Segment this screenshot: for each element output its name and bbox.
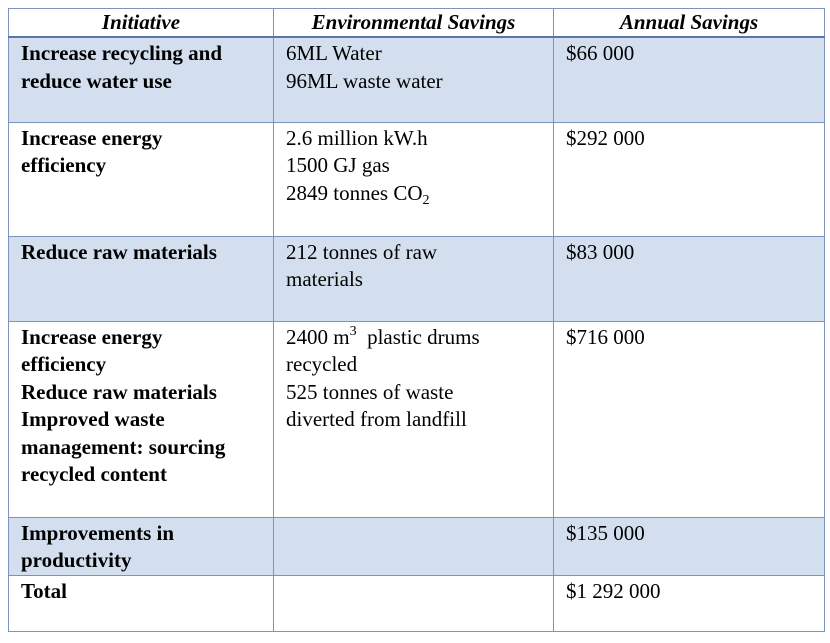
environmental-cell: 2.6 million kW.h 1500 GJ gas 2849 tonnes… [273,121,554,237]
table-row: Increase energy efficiency 2.6 million k… [8,121,825,237]
annual-cell: $135 000 [553,516,825,576]
environmental-line: 2.6 million kW.h [286,125,428,150]
table-row: Increase energy efficiency Reduce raw ma… [8,320,825,518]
environmental-cell: 6ML Water 96ML waste water [273,36,554,123]
header-row: Initiative Environmental Savings Annual … [8,8,825,38]
initiative-line: efficiency [21,153,107,177]
initiative-line: Increase recycling and [21,41,223,65]
total-label: Total [21,578,67,603]
table-row-total: Total $1 292 000 [8,574,825,632]
environmental-line: 212 tonnes of raw [286,239,438,264]
initiative-cell: Improvements in productivity [8,516,274,576]
environmental-line: 6ML Water [286,41,382,65]
initiative-cell: Increase energy efficiency [8,121,274,237]
environmental-cell-empty [273,574,554,632]
environmental-line-co2: 2849 tonnes CO2 [286,180,541,208]
initiative-line: recycled content [21,462,167,486]
initiative-line: productivity [21,548,132,572]
header-initiative: Initiative [8,8,274,38]
m3-prefix: 2400 m [286,324,350,349]
annual-cell: $292 000 [553,121,825,237]
initiative-line: Reduce raw materials [21,239,217,264]
initiative-line: management: sourcing [21,434,226,459]
initiative-cell: Reduce raw materials [8,235,274,322]
annual-cell: $716 000 [553,320,825,518]
initiative-line: Improved waste [21,407,165,431]
annual-value: $716 000 [566,324,645,349]
header-annual-savings: Annual Savings [553,8,825,38]
header-environmental-savings: Environmental Savings [273,8,554,38]
initiative-line: Increase energy [21,125,163,150]
co2-prefix: 2849 tonnes CO [286,180,423,205]
environmental-line-m3: 2400 m3 plastic drums [286,324,541,352]
initiative-line: reduce water use [21,68,172,93]
savings-table: Initiative Environmental Savings Annual … [8,8,825,632]
initiative-line: efficiency [21,352,107,376]
co2-subscript: 2 [422,192,430,208]
environmental-line: 525 tonnes of waste [286,379,454,404]
annual-cell: $83 000 [553,235,825,322]
environmental-line: diverted from landfill [286,407,467,431]
initiative-cell: Increase energy efficiency Reduce raw ma… [8,320,274,518]
environmental-cell: 2400 m3 plastic drums recycled 525 tonne… [273,320,554,518]
annual-value: $135 000 [566,520,645,545]
annual-cell: $66 000 [553,36,825,123]
total-value: $1 292 000 [566,578,661,603]
environmental-cell-empty [273,516,554,576]
annual-value: $83 000 [566,239,635,264]
table-row: Increase recycling and reduce water use … [8,36,825,123]
initiative-line: Improvements in [21,520,175,545]
initiative-cell: Total [8,574,274,632]
table-row: Improvements in productivity $135 000 [8,516,825,576]
environmental-line: materials [286,267,363,291]
environmental-line: 96ML waste water [286,68,443,93]
annual-value: $292 000 [566,125,645,150]
initiative-cell: Increase recycling and reduce water use [8,36,274,123]
environmental-cell: 212 tonnes of raw materials [273,235,554,322]
m3-suffix: plastic drums [356,324,480,349]
m3-superscript: 3 [349,323,357,339]
annual-value: $66 000 [566,41,635,65]
annual-cell: $1 292 000 [553,574,825,632]
environmental-line: 1500 GJ gas [286,153,390,177]
table-row: Reduce raw materials 212 tonnes of raw m… [8,235,825,322]
initiative-line: Increase energy [21,324,163,349]
initiative-line: Reduce raw materials [21,379,217,404]
environmental-line: recycled [286,352,358,376]
